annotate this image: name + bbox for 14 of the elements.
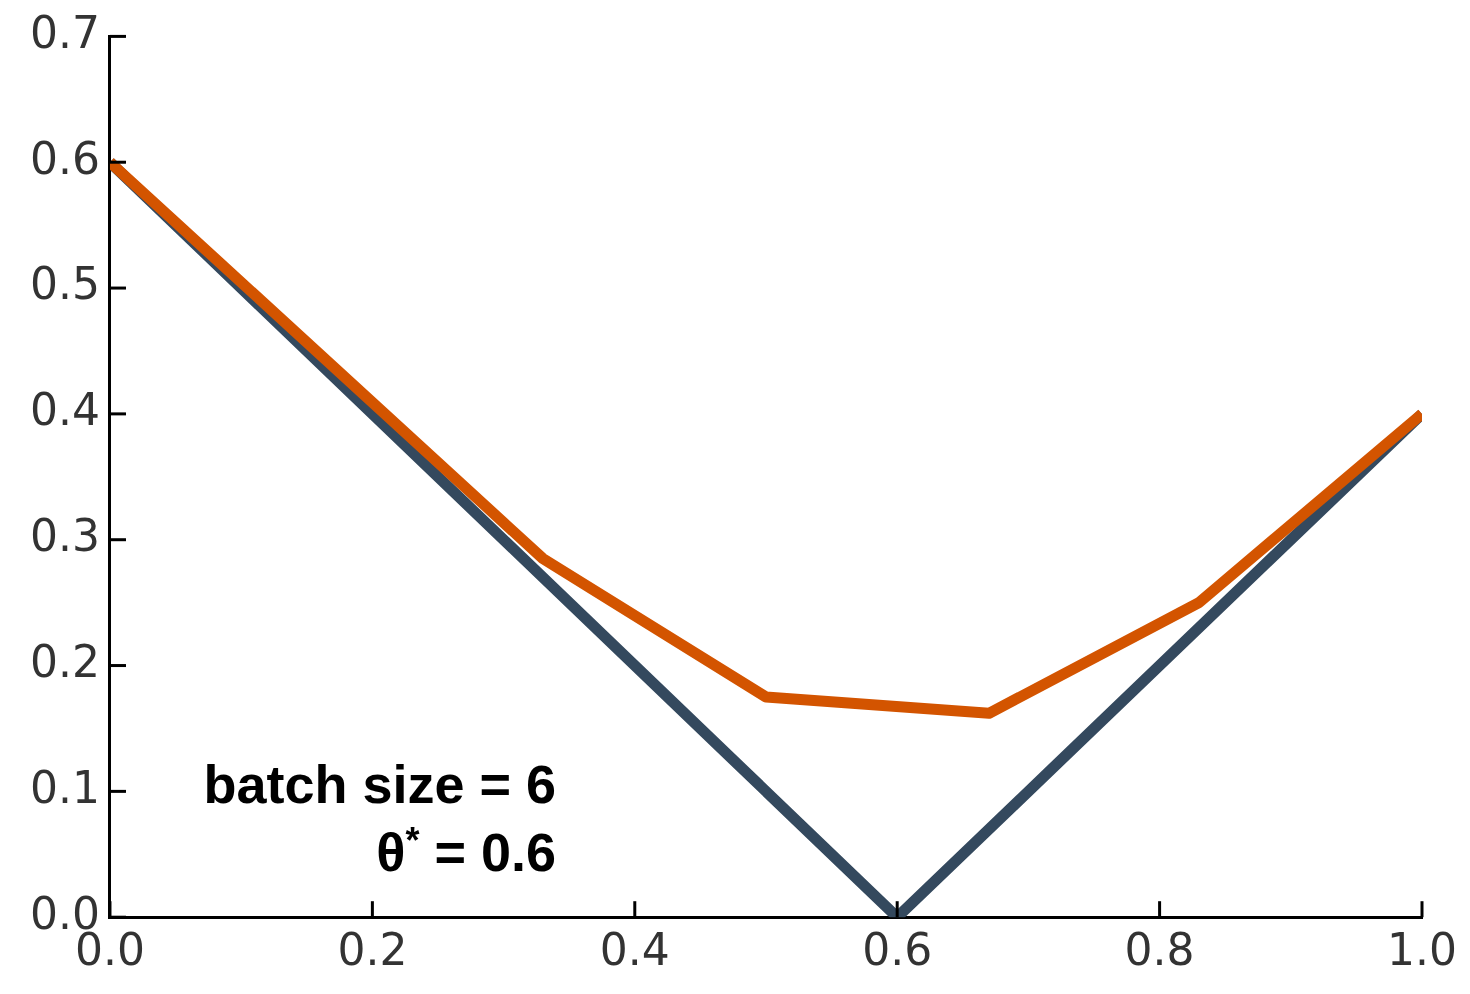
y-tick-label: 0.5 [29,258,100,310]
y-tick-label: 0.1 [29,761,100,813]
x-tick-label: 0.6 [862,924,933,976]
x-tick-label: 1.0 [1387,924,1457,976]
y-tick-label: 0.3 [29,510,100,562]
y-tick-label: 0.2 [29,635,100,687]
y-tick-label: 0.6 [29,132,100,184]
y-tick-label: 0.4 [29,384,100,436]
annotation: θ$^{*}$ = 0.6 [375,818,557,884]
x-tick-label: 0.8 [1124,924,1195,976]
x-tick-label: 0.4 [599,924,670,976]
x-tick-label: 0.2 [337,924,408,976]
annotation: batch size = 6 [203,752,557,816]
y-tick-label: 0.7 [29,6,100,58]
